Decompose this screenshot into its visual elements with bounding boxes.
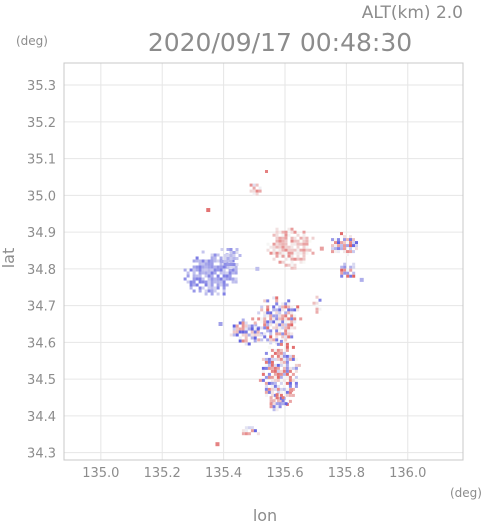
y-tick-label: 35.2 [27, 116, 56, 131]
echo-region [265, 170, 268, 173]
y-tick-label: 34.6 [27, 336, 56, 351]
y-tick-label: 35.3 [27, 79, 56, 94]
x-tick-label: 135.2 [144, 466, 181, 481]
echo-region [220, 248, 242, 269]
y-axis-label: lat [0, 248, 18, 269]
y-tick-label: 34.4 [27, 410, 56, 425]
echo-region [312, 295, 322, 314]
y-tick-label: 35.1 [27, 153, 56, 168]
x-axis-label: lon [253, 506, 277, 521]
echo-speck [359, 277, 364, 282]
echo-region [249, 183, 262, 196]
echo-region [251, 296, 303, 345]
echo-region [266, 227, 315, 270]
x-tick-label: 135.6 [266, 466, 303, 481]
echo-region [241, 426, 260, 436]
y-axis-unit: (deg) [16, 34, 48, 48]
echo-region [258, 339, 301, 406]
y-tick-label: 34.9 [27, 226, 56, 241]
altitude-label: ALT(km) 2.0 [362, 3, 463, 23]
y-tick-label: 34.3 [27, 447, 56, 462]
echo-region [269, 393, 288, 412]
echo-speck [206, 208, 211, 213]
chart-timestamp: 2020/09/17 00:48:30 [148, 28, 412, 57]
echo-speck [289, 388, 294, 393]
y-tick-label: 34.7 [27, 300, 56, 315]
echo-region [331, 232, 358, 257]
x-tick-label: 135.4 [205, 466, 242, 481]
x-tick-label: 135.0 [82, 466, 119, 481]
grid-lines [64, 63, 463, 460]
echo-field [183, 170, 364, 447]
echo-region [340, 262, 356, 278]
y-tick-label: 34.5 [27, 373, 56, 388]
echo-speck [218, 321, 223, 326]
axis-ticks: 135.0 135.2 135.4 135.6 135.8 136.0 34.3 34.4 34… [27, 79, 426, 481]
echo-speck [215, 442, 220, 447]
x-tick-label: 136.0 [389, 466, 426, 481]
y-tick-label: 35.0 [27, 189, 56, 204]
echo-region [229, 318, 263, 346]
echo-speck [319, 246, 324, 251]
x-axis-unit: (deg) [450, 486, 482, 500]
plot-frame [63, 62, 464, 461]
echo-speck [255, 266, 260, 271]
y-tick-label: 34.8 [27, 263, 56, 278]
x-tick-label: 135.8 [328, 466, 365, 481]
